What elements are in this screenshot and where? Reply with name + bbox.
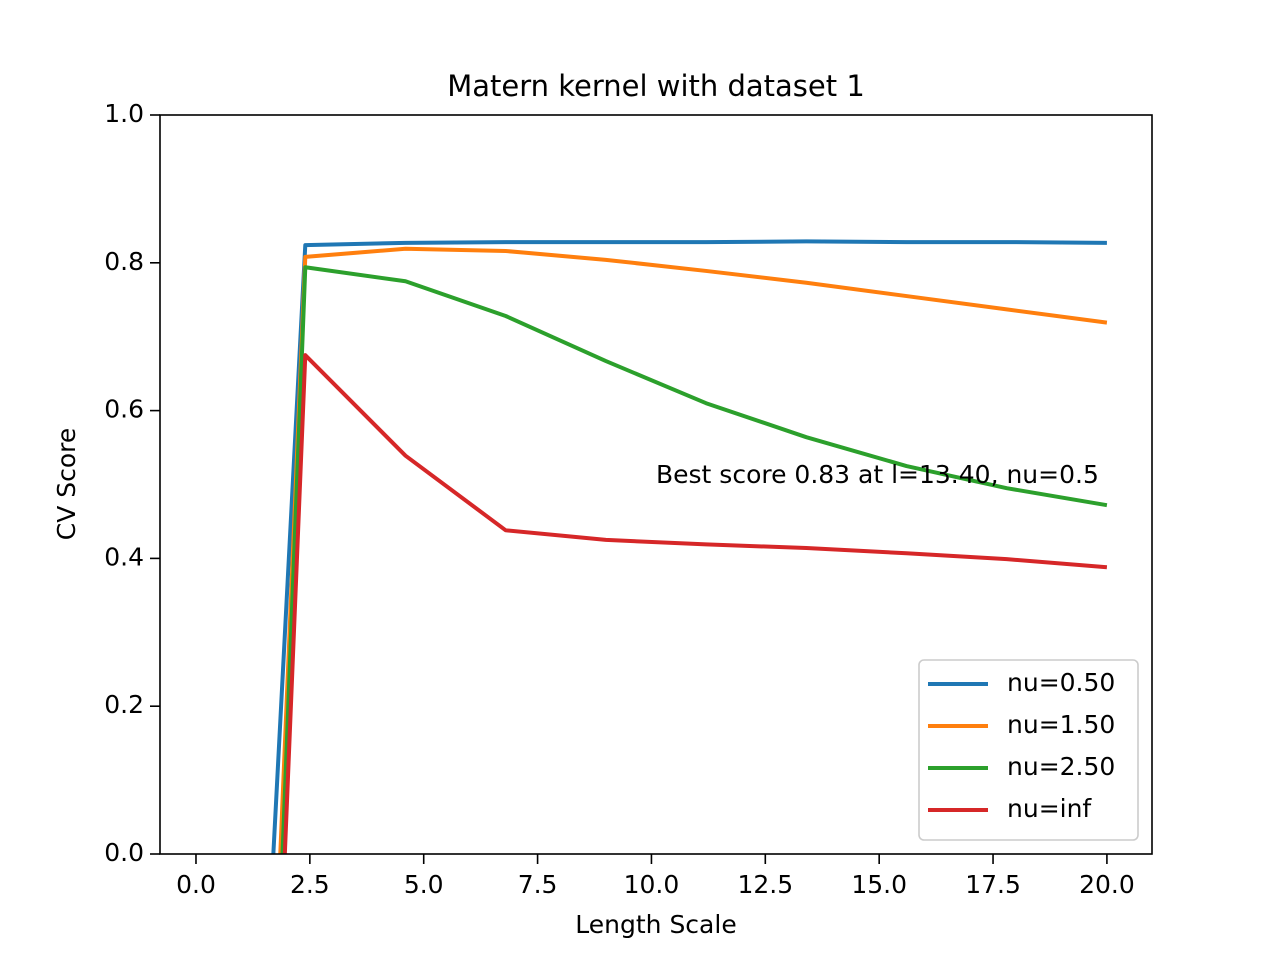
x-tick-label: 20.0 (1079, 870, 1135, 899)
chart-title: Matern kernel with dataset 1 (447, 69, 865, 103)
y-tick-label: 0.0 (104, 838, 144, 867)
series-line (282, 353, 1108, 854)
y-tick-label: 1.0 (104, 99, 144, 128)
y-tick-label: 0.2 (104, 690, 144, 719)
x-tick-label: 15.0 (851, 870, 907, 899)
y-tick-label: 0.8 (104, 247, 144, 276)
legend-box (918, 659, 1139, 841)
series-line (271, 239, 1107, 854)
series-line (278, 246, 1108, 854)
x-tick-label: 0.0 (176, 870, 216, 899)
x-tick-label: 5.0 (404, 870, 444, 899)
y-tick-label: 0.4 (104, 542, 144, 571)
legend-label: nu=0.50 (1007, 668, 1115, 697)
legend-label: nu=1.50 (1007, 710, 1115, 739)
x-tick-label: 17.5 (965, 870, 1021, 899)
annotation: Best score 0.83 at l=13.40, nu=0.5 (656, 460, 1099, 489)
y-tick-label: 0.6 (104, 395, 144, 424)
x-tick-label: 12.5 (737, 870, 793, 899)
axes-frame (159, 114, 1153, 855)
legend-label: nu=inf (1007, 794, 1092, 823)
x-tick-label: 10.0 (624, 870, 680, 899)
series-line (280, 265, 1108, 854)
legend-label: nu=2.50 (1007, 752, 1115, 781)
x-tick-label: 2.5 (290, 870, 330, 899)
x-axis-label: Length Scale (575, 910, 736, 939)
x-tick-label: 7.5 (518, 870, 558, 899)
y-axis-label: CV Score (52, 428, 81, 541)
plot-area (271, 239, 1108, 854)
